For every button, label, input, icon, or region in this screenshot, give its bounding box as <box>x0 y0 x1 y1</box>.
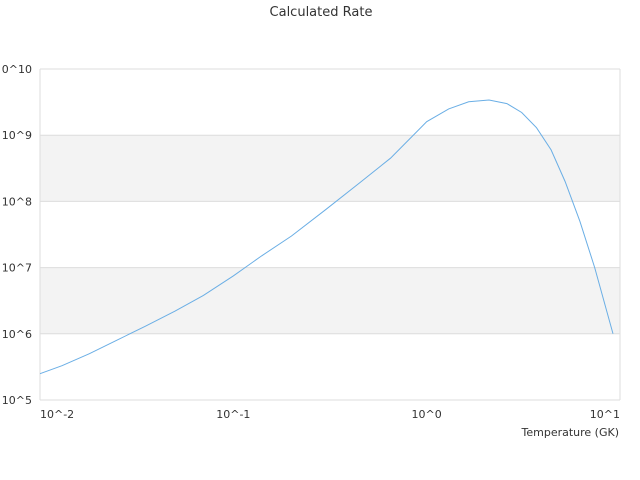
data-point <box>358 182 360 184</box>
data-point <box>39 372 41 374</box>
data-point <box>506 102 508 104</box>
data-point <box>202 294 204 296</box>
y-tick-label: 10^9 <box>2 129 32 142</box>
x-tick-label: 10^1 <box>590 408 620 421</box>
x-tick-label: 10^0 <box>412 408 442 421</box>
data-point <box>389 157 391 159</box>
grid-band <box>40 135 620 202</box>
x-axis-ticks: 10^-2 10^-1 10^0 10^1 <box>40 408 620 421</box>
data-point <box>520 111 522 113</box>
x-axis-label: Temperature (GK) <box>521 426 620 439</box>
y-tick-label: 10^8 <box>2 195 32 208</box>
data-point <box>232 275 234 277</box>
data-point <box>612 333 614 335</box>
data-point <box>488 99 490 101</box>
data-point <box>550 149 552 151</box>
grid-bands <box>40 135 620 334</box>
grid-band <box>40 267 620 334</box>
data-point <box>535 126 537 128</box>
data-point <box>88 353 90 355</box>
y-tick-label: 0^10 <box>2 63 32 76</box>
series-line <box>39 99 614 375</box>
data-point <box>144 325 146 327</box>
data-point <box>174 310 176 312</box>
y-axis-ticks: 10^5 10^6 10^7 10^8 10^9 0^10 <box>2 63 32 407</box>
chart-title: Calculated Rate <box>270 5 373 20</box>
data-point <box>579 220 581 222</box>
data-point <box>594 266 596 268</box>
data-point <box>425 120 427 122</box>
x-tick-label: 10^-2 <box>40 408 74 421</box>
data-point <box>447 108 449 110</box>
gridlines <box>39 68 621 401</box>
data-point <box>290 235 292 237</box>
y-tick-label: 10^5 <box>2 394 32 407</box>
data-point <box>564 180 566 182</box>
y-tick-label: 10^6 <box>2 328 32 341</box>
data-point <box>324 208 326 210</box>
data-point <box>61 364 63 366</box>
series-layer <box>39 99 614 375</box>
y-tick-label: 10^7 <box>2 262 32 275</box>
data-point <box>260 255 262 257</box>
data-point <box>116 339 118 341</box>
x-tick-label: 10^-1 <box>216 408 250 421</box>
data-point <box>468 101 470 103</box>
